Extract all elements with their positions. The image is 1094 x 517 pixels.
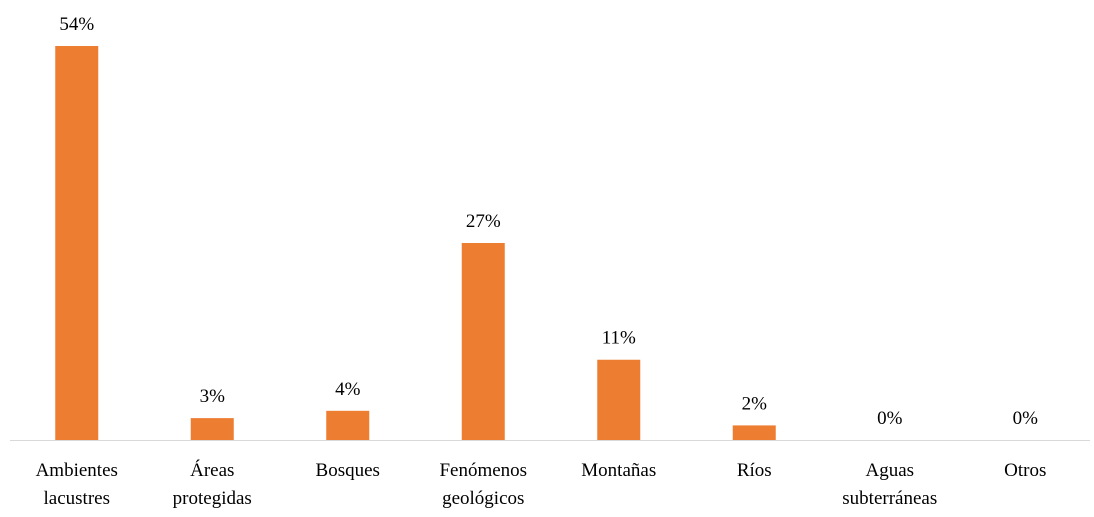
bar bbox=[732, 425, 776, 440]
data-label: 4% bbox=[335, 379, 361, 400]
x-tick-label: Otros bbox=[1004, 460, 1046, 481]
bar bbox=[55, 46, 99, 440]
x-tick-label: Bosques bbox=[316, 460, 380, 481]
x-tick-label: Aguas subterráneas bbox=[842, 460, 937, 509]
data-label: 0% bbox=[877, 408, 903, 429]
bar bbox=[190, 418, 234, 440]
bar bbox=[597, 359, 641, 440]
x-tick-label: Fenómenos geológicos bbox=[439, 460, 527, 509]
x-tick-label: Áreas protegidas bbox=[173, 459, 252, 509]
x-tick-label: Ríos bbox=[737, 460, 772, 481]
data-label: 11% bbox=[602, 328, 636, 349]
data-label: 54% bbox=[59, 14, 94, 35]
bar bbox=[461, 243, 505, 440]
data-label: 27% bbox=[466, 211, 501, 232]
bar bbox=[326, 410, 370, 440]
data-label: 2% bbox=[742, 393, 768, 414]
x-tick-label: Ambientes lacustres bbox=[36, 460, 118, 509]
data-label: 3% bbox=[200, 386, 226, 407]
data-label: 0% bbox=[1013, 408, 1039, 429]
x-tick-label: Montañas bbox=[581, 460, 656, 481]
